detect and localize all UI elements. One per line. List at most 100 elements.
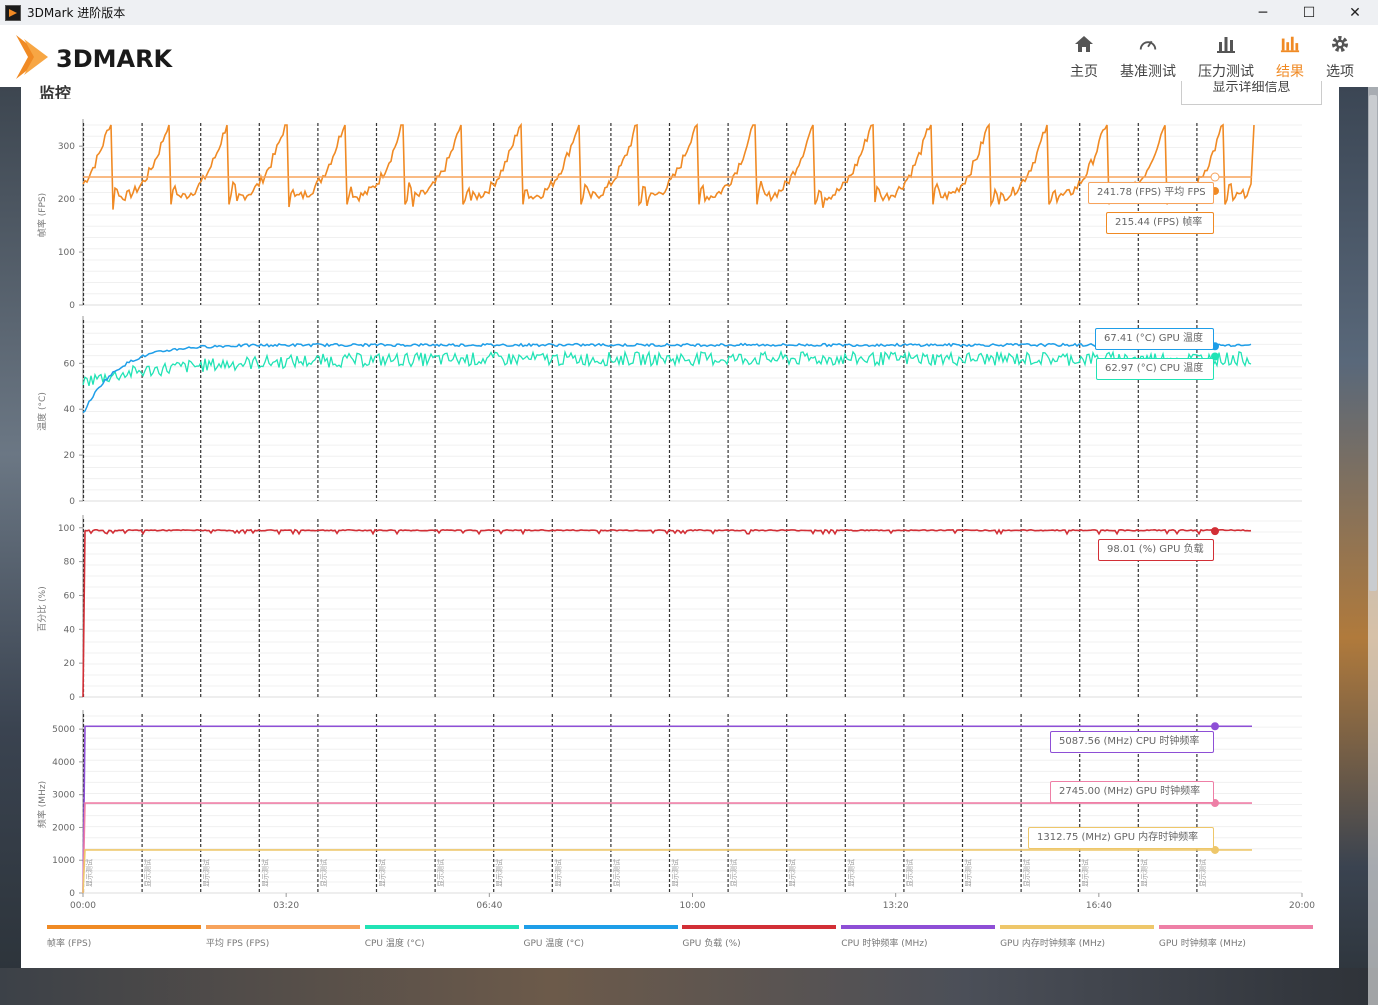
legend-label: GPU 时钟频率 (MHz) — [1158, 939, 1246, 949]
avg-fps-end-dot — [1210, 172, 1220, 182]
x-tick-label: 10:00 — [680, 901, 706, 911]
minimize-button[interactable]: ─ — [1258, 4, 1268, 21]
legend-swatch — [205, 925, 360, 929]
legend-swatch — [523, 925, 678, 929]
3dmark-logo[interactable]: 3DMARK — [14, 33, 219, 81]
y-tick-label: 0 — [69, 693, 75, 703]
test-marker-label: 显示测试 — [1022, 859, 1031, 887]
legend-swatch — [1158, 925, 1313, 929]
legend-item[interactable]: GPU 负载 (%) — [682, 925, 837, 949]
y-axis-label: 百分比 (%) — [36, 586, 48, 631]
nav-options-label: 选项 — [1326, 64, 1354, 80]
scrollbar-thumb[interactable] — [1369, 95, 1377, 591]
show-details-button[interactable]: 显示详细信息 — [1181, 81, 1322, 105]
y-tick-label: 4000 — [52, 758, 75, 768]
x-tick-label: 00:00 — [70, 901, 96, 911]
background-scenery-bottom — [0, 968, 1378, 1005]
legend-label: 帧率 (FPS) — [47, 939, 92, 949]
y-axis-label: 帧率 (FPS) — [36, 193, 48, 237]
test-marker-label: 显示测试 — [1198, 859, 1207, 887]
nav-home[interactable]: 主页 — [1070, 33, 1098, 81]
x-tick-label: 06:40 — [476, 901, 502, 911]
legend-item[interactable]: 平均 FPS (FPS) — [205, 925, 360, 949]
test-marker-label: 显示测试 — [85, 859, 94, 887]
gpu-load-series-line — [82, 528, 1252, 698]
y-tick-label: 3000 — [52, 791, 75, 801]
test-marker-label: 显示测试 — [846, 859, 855, 887]
legend-swatch — [47, 925, 201, 929]
legend-label: CPU 温度 (°C) — [364, 939, 425, 949]
y-tick-label: 40 — [64, 625, 76, 635]
nav-results[interactable]: 结果 — [1276, 33, 1304, 81]
window-titlebar: 3DMark 进阶版本 ─ ☐ ✕ — [0, 0, 1378, 25]
nav-options[interactable]: 选项 — [1326, 33, 1354, 81]
test-marker-label: 显示测试 — [905, 859, 914, 887]
gauge-icon — [1138, 33, 1158, 55]
test-marker-label: 显示测试 — [436, 859, 445, 887]
test-marker-label: 显示测试 — [378, 859, 387, 887]
x-tick-label: 16:40 — [1086, 901, 1112, 911]
nav-benchmarks[interactable]: 基准测试 — [1120, 33, 1176, 81]
test-marker-label: 显示测试 — [729, 859, 738, 887]
legend-item[interactable]: GPU 时钟频率 (MHz) — [1158, 925, 1313, 949]
page-scrollbar[interactable] — [1368, 87, 1378, 1005]
y-tick-label: 80 — [64, 558, 76, 568]
nav-benchmarks-label: 基准测试 — [1120, 64, 1176, 80]
value-callout: 5087.56 (MHz) CPU 时钟频率 — [1050, 731, 1214, 753]
y-tick-label: 2000 — [52, 823, 75, 833]
nav-stress-tests[interactable]: 压力测试 — [1198, 33, 1254, 81]
cpu-temp-series-line — [82, 349, 1252, 387]
nav-stress-tests-label: 压力测试 — [1198, 64, 1254, 80]
value-callout: 215.44 (FPS) 帧率 — [1106, 212, 1214, 234]
test-marker-label: 显示测试 — [788, 859, 797, 887]
logo-text: 3DMARK — [56, 45, 174, 73]
x-tick-label: 20:00 — [1289, 901, 1315, 911]
fps-series-line — [82, 122, 1255, 210]
value-callout: 67.41 (°C) GPU 温度 — [1095, 328, 1214, 350]
app-header: 3DMARK 主页 基准测试 压力测试 结果 — [0, 25, 1378, 87]
window-controls: ─ ☐ ✕ — [1240, 0, 1378, 25]
maximize-button[interactable]: ☐ — [1302, 4, 1316, 21]
value-callout: 1312.75 (MHz) GPU 内存时钟频率 — [1028, 827, 1214, 849]
x-tick-label: 13:20 — [883, 901, 909, 911]
legend-swatch — [1000, 925, 1155, 929]
value-callout: 98.01 (%) GPU 负载 — [1098, 539, 1214, 561]
legend-label: 平均 FPS (FPS) — [205, 939, 270, 949]
legend-swatch — [364, 925, 519, 929]
legend-label: GPU 温度 (°C) — [523, 939, 585, 949]
y-tick-label: 40 — [64, 405, 76, 415]
results-chart-icon — [1280, 33, 1300, 55]
legend-item[interactable]: CPU 温度 (°C) — [364, 925, 519, 949]
value-callout: 62.97 (°C) CPU 温度 — [1096, 358, 1214, 380]
test-marker-label: 显示测试 — [260, 859, 269, 887]
y-tick-label: 0 — [69, 497, 75, 507]
legend-label: GPU 内存时钟频率 (MHz) — [1000, 939, 1106, 949]
legend-item[interactable]: 帧率 (FPS) — [47, 925, 201, 949]
panel-title: 监控 — [39, 84, 72, 99]
close-button[interactable]: ✕ — [1349, 4, 1361, 21]
gear-icon — [1330, 33, 1350, 55]
y-tick-label: 60 — [64, 359, 76, 369]
y-tick-label: 1000 — [52, 856, 75, 866]
y-axis-label: 频率 (MHz) — [36, 781, 48, 828]
y-tick-label: 200 — [58, 195, 75, 205]
legend-swatch — [682, 925, 837, 929]
gpu-mem-clock-series-line — [82, 849, 1252, 894]
main-nav: 主页 基准测试 压力测试 结果 选项 — [1048, 33, 1354, 81]
y-tick-label: 100 — [58, 524, 75, 534]
window-title: 3DMark 进阶版本 — [27, 6, 126, 20]
legend-item[interactable]: GPU 温度 (°C) — [523, 925, 678, 949]
test-marker-label: 显示测试 — [319, 859, 328, 887]
y-tick-label: 5000 — [52, 725, 75, 735]
test-marker-label: 显示测试 — [202, 859, 211, 887]
y-tick-label: 20 — [64, 451, 76, 461]
nav-results-label: 结果 — [1276, 64, 1304, 80]
y-tick-label: 20 — [64, 659, 76, 669]
test-marker-label: 显示测试 — [612, 859, 621, 887]
legend-label: CPU 时钟频率 (MHz) — [841, 939, 928, 949]
legend-item[interactable]: GPU 内存时钟频率 (MHz) — [1000, 925, 1155, 949]
background-scenery-left — [0, 87, 21, 1005]
test-marker-label: 显示测试 — [1139, 859, 1148, 887]
legend-item[interactable]: CPU 时钟频率 (MHz) — [841, 925, 996, 949]
x-axis: 00:00 03:20 06:40 10:00 13:20 16:40 20:00 — [70, 893, 1315, 911]
